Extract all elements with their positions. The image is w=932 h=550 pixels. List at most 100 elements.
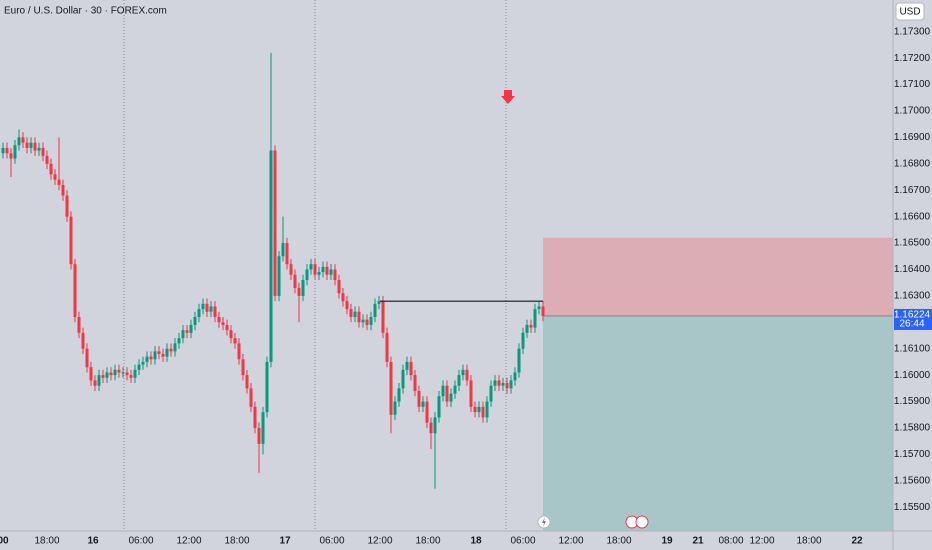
candle-body: [513, 372, 517, 381]
x-tick-label: 22: [851, 536, 863, 547]
candle-body: [101, 375, 105, 378]
y-tick-label: 1.15900: [894, 396, 931, 407]
y-tick-label: 1.16600: [894, 211, 931, 222]
candle-body: [201, 303, 205, 310]
candle-body: [437, 396, 441, 418]
sell-arrow: [501, 90, 515, 104]
x-tick-label: 16: [87, 536, 99, 547]
candle-body: [349, 309, 353, 318]
candle-body: [489, 385, 493, 402]
candle-body: [469, 380, 473, 407]
candle-body: [229, 330, 233, 339]
candle-body: [429, 422, 433, 434]
y-tick-label: 1.16300: [894, 291, 931, 302]
last-price-label: 1.16224: [894, 310, 931, 321]
candle-body: [209, 306, 213, 312]
candle-body: [441, 385, 445, 397]
candle-body: [77, 317, 81, 333]
candle-body: [33, 142, 37, 151]
x-tick-label: 18:00: [224, 536, 249, 547]
candle-body: [525, 324, 529, 333]
candle-body: [49, 163, 53, 175]
candle-body: [105, 372, 109, 378]
candle-body: [189, 324, 193, 333]
candle-body: [169, 348, 173, 352]
x-tick-label: 17: [279, 536, 291, 547]
candle-body: [377, 301, 381, 304]
candle-body: [21, 137, 25, 143]
candle-body: [161, 354, 165, 357]
candle-body: [473, 406, 477, 413]
candle-body: [509, 380, 513, 389]
x-tick-label: 18:00: [606, 536, 631, 547]
y-tick-label: 1.16500: [894, 238, 931, 249]
candle-body: [329, 269, 333, 275]
candle-body: [497, 380, 501, 386]
candle-body: [17, 137, 21, 146]
candle-body: [289, 264, 293, 275]
candle-body: [321, 266, 325, 273]
candle-body: [137, 364, 141, 370]
candle-body: [65, 195, 69, 217]
candle-body: [125, 372, 129, 376]
candle-body: [405, 361, 409, 370]
y-tick-label: 1.16700: [894, 185, 931, 196]
candle-body: [177, 338, 181, 344]
x-tick-label: 12:00: [749, 536, 774, 547]
candle-body: [225, 324, 229, 331]
x-tick-label: 00: [0, 536, 9, 547]
candle-body: [245, 375, 249, 389]
candle-body: [5, 147, 9, 154]
candle-body: [305, 269, 309, 281]
y-tick-label: 1.15500: [894, 502, 931, 513]
candle-body: [373, 303, 377, 318]
candle-body: [249, 388, 253, 407]
y-tick-label: 1.17200: [894, 53, 931, 64]
candle-body: [445, 385, 449, 402]
candle-body: [257, 427, 261, 444]
y-tick-label: 1.15600: [894, 475, 931, 486]
y-tick-label: 1.16900: [894, 132, 931, 143]
candle-body: [301, 280, 305, 296]
candle-body: [517, 348, 521, 373]
currency-box[interactable]: [895, 2, 925, 21]
y-tick-label: 1.17300: [894, 26, 931, 37]
chart-title: Euro / U.S. Dollar · 30 · FOREX.com: [4, 6, 167, 17]
candle-body: [485, 401, 489, 418]
candle-body: [265, 361, 269, 413]
candle-body: [381, 301, 385, 333]
candle-body: [401, 369, 405, 389]
currency-label: USD: [899, 7, 920, 18]
candle-body: [237, 343, 241, 360]
candle-body: [361, 319, 365, 323]
y-tick-label: 1.17100: [894, 79, 931, 90]
x-tick-label: 08:00: [718, 536, 743, 547]
y-tick-label: 1.16400: [894, 264, 931, 275]
candle-body: [365, 319, 369, 325]
candle-body: [341, 293, 345, 302]
candle-body: [85, 348, 89, 368]
candle-body: [461, 369, 465, 376]
candle-body: [477, 406, 481, 413]
candle-body: [389, 361, 393, 415]
candle-body: [57, 179, 61, 185]
x-tick-label: 19: [661, 536, 673, 547]
position-tool[interactable]: [543, 237, 893, 531]
candle-body: [317, 272, 321, 275]
candle-body: [325, 266, 329, 275]
candle-body: [357, 311, 361, 323]
candle-body: [421, 401, 425, 407]
x-tick-label: 18:00: [415, 536, 440, 547]
candle-body: [129, 375, 133, 378]
event-flag[interactable]: [635, 515, 649, 529]
candle-body: [13, 145, 17, 159]
candle-body: [385, 332, 389, 362]
candle-body: [41, 147, 45, 156]
candle-body: [37, 147, 41, 151]
axes: 1.15500 1.15600 1.15700 1.15800 1.15900 1.160…: [0, 26, 931, 546]
candle-body: [369, 317, 373, 325]
candle-body: [309, 264, 313, 270]
candle-body: [165, 348, 169, 357]
x-tick-label: 18: [470, 536, 482, 547]
candle-body: [185, 330, 189, 333]
